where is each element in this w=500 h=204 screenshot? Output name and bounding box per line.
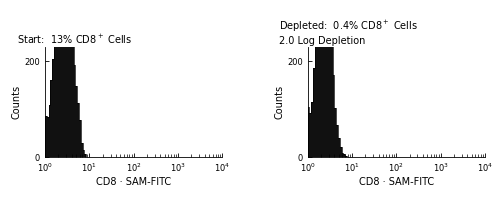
Text: Depleted:  0.4% CD8$^+$ Cells
2.0 Log Depletion: Depleted: 0.4% CD8$^+$ Cells 2.0 Log Dep…	[279, 19, 418, 46]
X-axis label: CD8 · SAM-FITC: CD8 · SAM-FITC	[96, 177, 172, 187]
Y-axis label: Counts: Counts	[274, 85, 284, 119]
Y-axis label: Counts: Counts	[12, 85, 22, 119]
X-axis label: CD8 · SAM-FITC: CD8 · SAM-FITC	[358, 177, 434, 187]
Text: Start:  13% CD8$^+$ Cells: Start: 13% CD8$^+$ Cells	[16, 33, 132, 46]
